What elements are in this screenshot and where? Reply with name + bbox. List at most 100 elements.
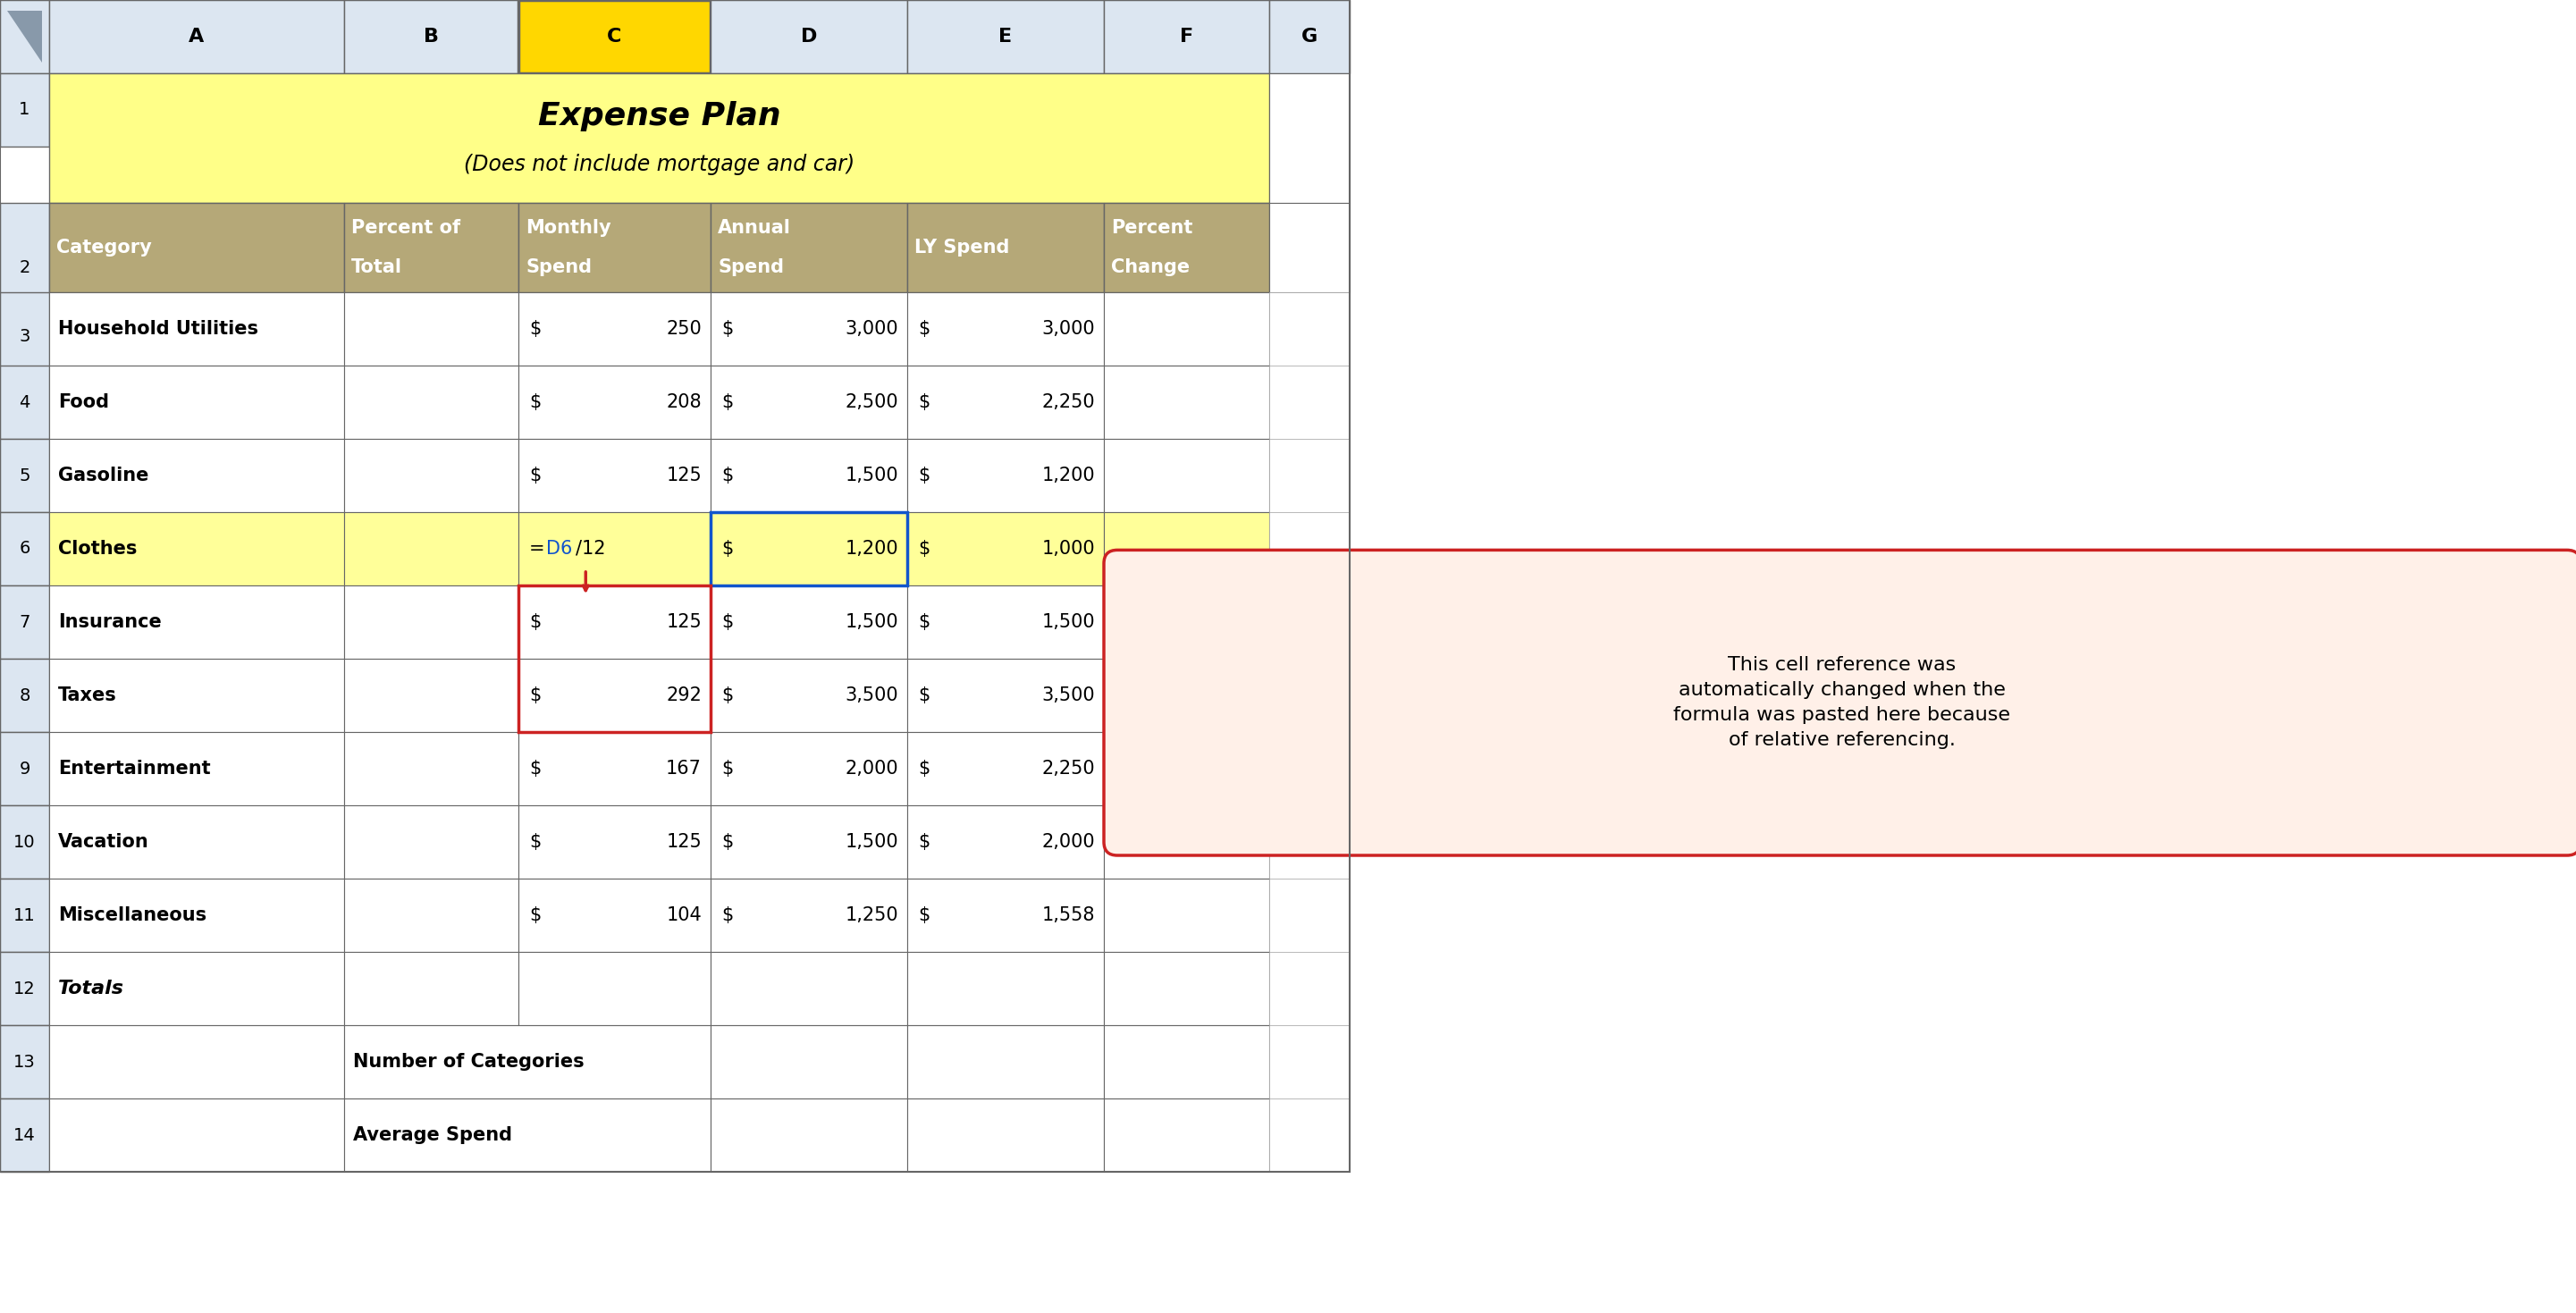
Text: 1,250: 1,250 (845, 906, 899, 924)
Text: $: $ (721, 832, 734, 851)
Bar (1105, 586, 1270, 659)
Bar (711, 512, 907, 586)
Text: Miscellaneous: Miscellaneous (59, 906, 206, 924)
Text: $: $ (721, 466, 734, 484)
Text: Taxes: Taxes (59, 687, 116, 704)
Text: 3,000: 3,000 (1041, 320, 1095, 337)
Text: 2,250: 2,250 (1041, 760, 1095, 777)
Bar (49, 439, 345, 512)
Bar (1105, 878, 1270, 952)
Text: Category: Category (57, 239, 152, 256)
Text: $: $ (917, 540, 930, 558)
Text: G: G (1301, 28, 1316, 46)
Text: D6: D6 (546, 540, 572, 558)
Text: $: $ (721, 760, 734, 777)
Bar (711, 293, 907, 365)
Bar (0, 0, 1350, 1171)
Text: 13: 13 (13, 1053, 36, 1070)
Text: $: $ (917, 466, 930, 484)
Text: 1,558: 1,558 (1041, 906, 1095, 924)
Bar (711, 439, 907, 512)
Bar (0, 878, 49, 952)
Bar (1270, 952, 1350, 1025)
Text: $: $ (917, 320, 930, 337)
Bar (1270, 659, 1350, 733)
Text: =: = (528, 540, 546, 558)
Bar (345, 0, 518, 74)
Bar (1270, 439, 1350, 512)
Text: /12: /12 (574, 540, 605, 558)
Bar (345, 512, 518, 586)
Bar (1105, 952, 1270, 1025)
Text: 1,500: 1,500 (845, 832, 899, 851)
Text: $: $ (528, 687, 541, 704)
Bar (907, 0, 1105, 74)
Bar (345, 1099, 711, 1171)
Bar (711, 952, 907, 1025)
Text: 3,500: 3,500 (845, 687, 899, 704)
Text: Expense Plan: Expense Plan (538, 101, 781, 131)
Bar (1270, 805, 1350, 878)
Bar (711, 1099, 907, 1171)
Bar (0, 805, 49, 878)
Bar (1270, 204, 1350, 293)
Text: $: $ (917, 832, 930, 851)
Bar (0, 1099, 49, 1171)
Bar (345, 204, 518, 293)
Text: Food: Food (59, 394, 108, 411)
Bar (518, 586, 711, 733)
Bar (0, 733, 49, 805)
Text: 2,250: 2,250 (1041, 394, 1095, 411)
Polygon shape (8, 11, 41, 62)
Text: 104: 104 (667, 906, 701, 924)
Text: $: $ (917, 394, 930, 411)
Text: 11: 11 (13, 907, 36, 924)
Bar (49, 952, 345, 1025)
Bar (907, 952, 1105, 1025)
Bar (518, 805, 711, 878)
Bar (907, 805, 1105, 878)
Bar (1105, 733, 1270, 805)
Bar (49, 878, 345, 952)
Bar (518, 365, 711, 439)
Bar (711, 365, 907, 439)
Text: $: $ (917, 760, 930, 777)
Bar (49, 1025, 345, 1099)
Bar (907, 586, 1105, 659)
Text: 1: 1 (18, 101, 31, 118)
Text: 1,500: 1,500 (845, 466, 899, 484)
Text: 2,000: 2,000 (1041, 832, 1095, 851)
Text: Totals: Totals (59, 979, 124, 998)
Bar (1105, 439, 1270, 512)
Text: Household Utilities: Household Utilities (59, 320, 258, 337)
Bar (0, 439, 49, 512)
Text: 8: 8 (18, 687, 31, 704)
Bar (1270, 878, 1350, 952)
Bar (0, 0, 49, 74)
Text: $: $ (721, 613, 734, 632)
Text: 2,500: 2,500 (845, 394, 899, 411)
Text: 10: 10 (13, 834, 36, 851)
Bar (711, 805, 907, 878)
Bar (49, 512, 345, 586)
Bar (49, 293, 345, 365)
Text: 14: 14 (13, 1127, 36, 1144)
Bar (49, 365, 345, 439)
Bar (518, 293, 711, 365)
Text: 9: 9 (18, 760, 31, 777)
Bar (711, 878, 907, 952)
Bar (711, 512, 907, 586)
Text: 5: 5 (18, 467, 31, 484)
Bar (1270, 1099, 1350, 1171)
Text: E: E (999, 28, 1012, 46)
Bar (345, 439, 518, 512)
Bar (0, 1025, 49, 1099)
Text: Insurance: Insurance (59, 613, 162, 632)
Bar (518, 952, 711, 1025)
Bar (1270, 1025, 1350, 1099)
Bar (49, 805, 345, 878)
Text: 1,500: 1,500 (1041, 613, 1095, 632)
Bar (0, 586, 49, 659)
Text: Change: Change (1110, 259, 1190, 276)
Bar (518, 512, 711, 586)
